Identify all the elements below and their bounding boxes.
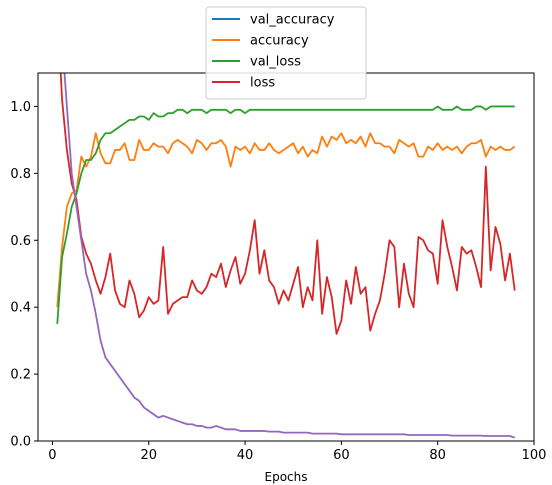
legend-box [205,6,367,100]
y-tick-label: 1.0 [10,100,31,115]
x-tick-label: 60 [333,448,350,463]
val-loss-line [56,105,515,324]
y-tick-label: 0.0 [10,435,31,450]
legend-label-val-accuracy: val_accuracy [250,13,335,28]
legend-label-loss: loss [250,76,275,91]
accuracy-line [56,132,516,308]
x-axis-label: Epochs [265,470,308,484]
y-tick-label: 0.6 [10,234,31,249]
x-tick-label: 40 [237,448,254,463]
x-tick-label: 80 [429,448,446,463]
x-tick-label: 100 [522,448,547,463]
legend-label-accuracy: accuracy [250,34,309,49]
y-tick-label: 0.8 [10,167,31,182]
axes-layer: 0 20 40 60 80 100 0.0 0.2 0.4 0.6 0.8 1.0 [10,72,547,463]
x-tick-label: 0 [48,448,56,463]
series-layer [56,73,516,439]
y-tick-label: 0.2 [10,368,31,383]
legend-label-val-loss: val_loss [250,55,301,70]
x-tick-label: 20 [140,448,157,463]
loss-line [59,73,516,335]
y-tick-label: 0.4 [10,301,31,316]
series-4-line [63,73,516,439]
plot-area [38,73,534,441]
